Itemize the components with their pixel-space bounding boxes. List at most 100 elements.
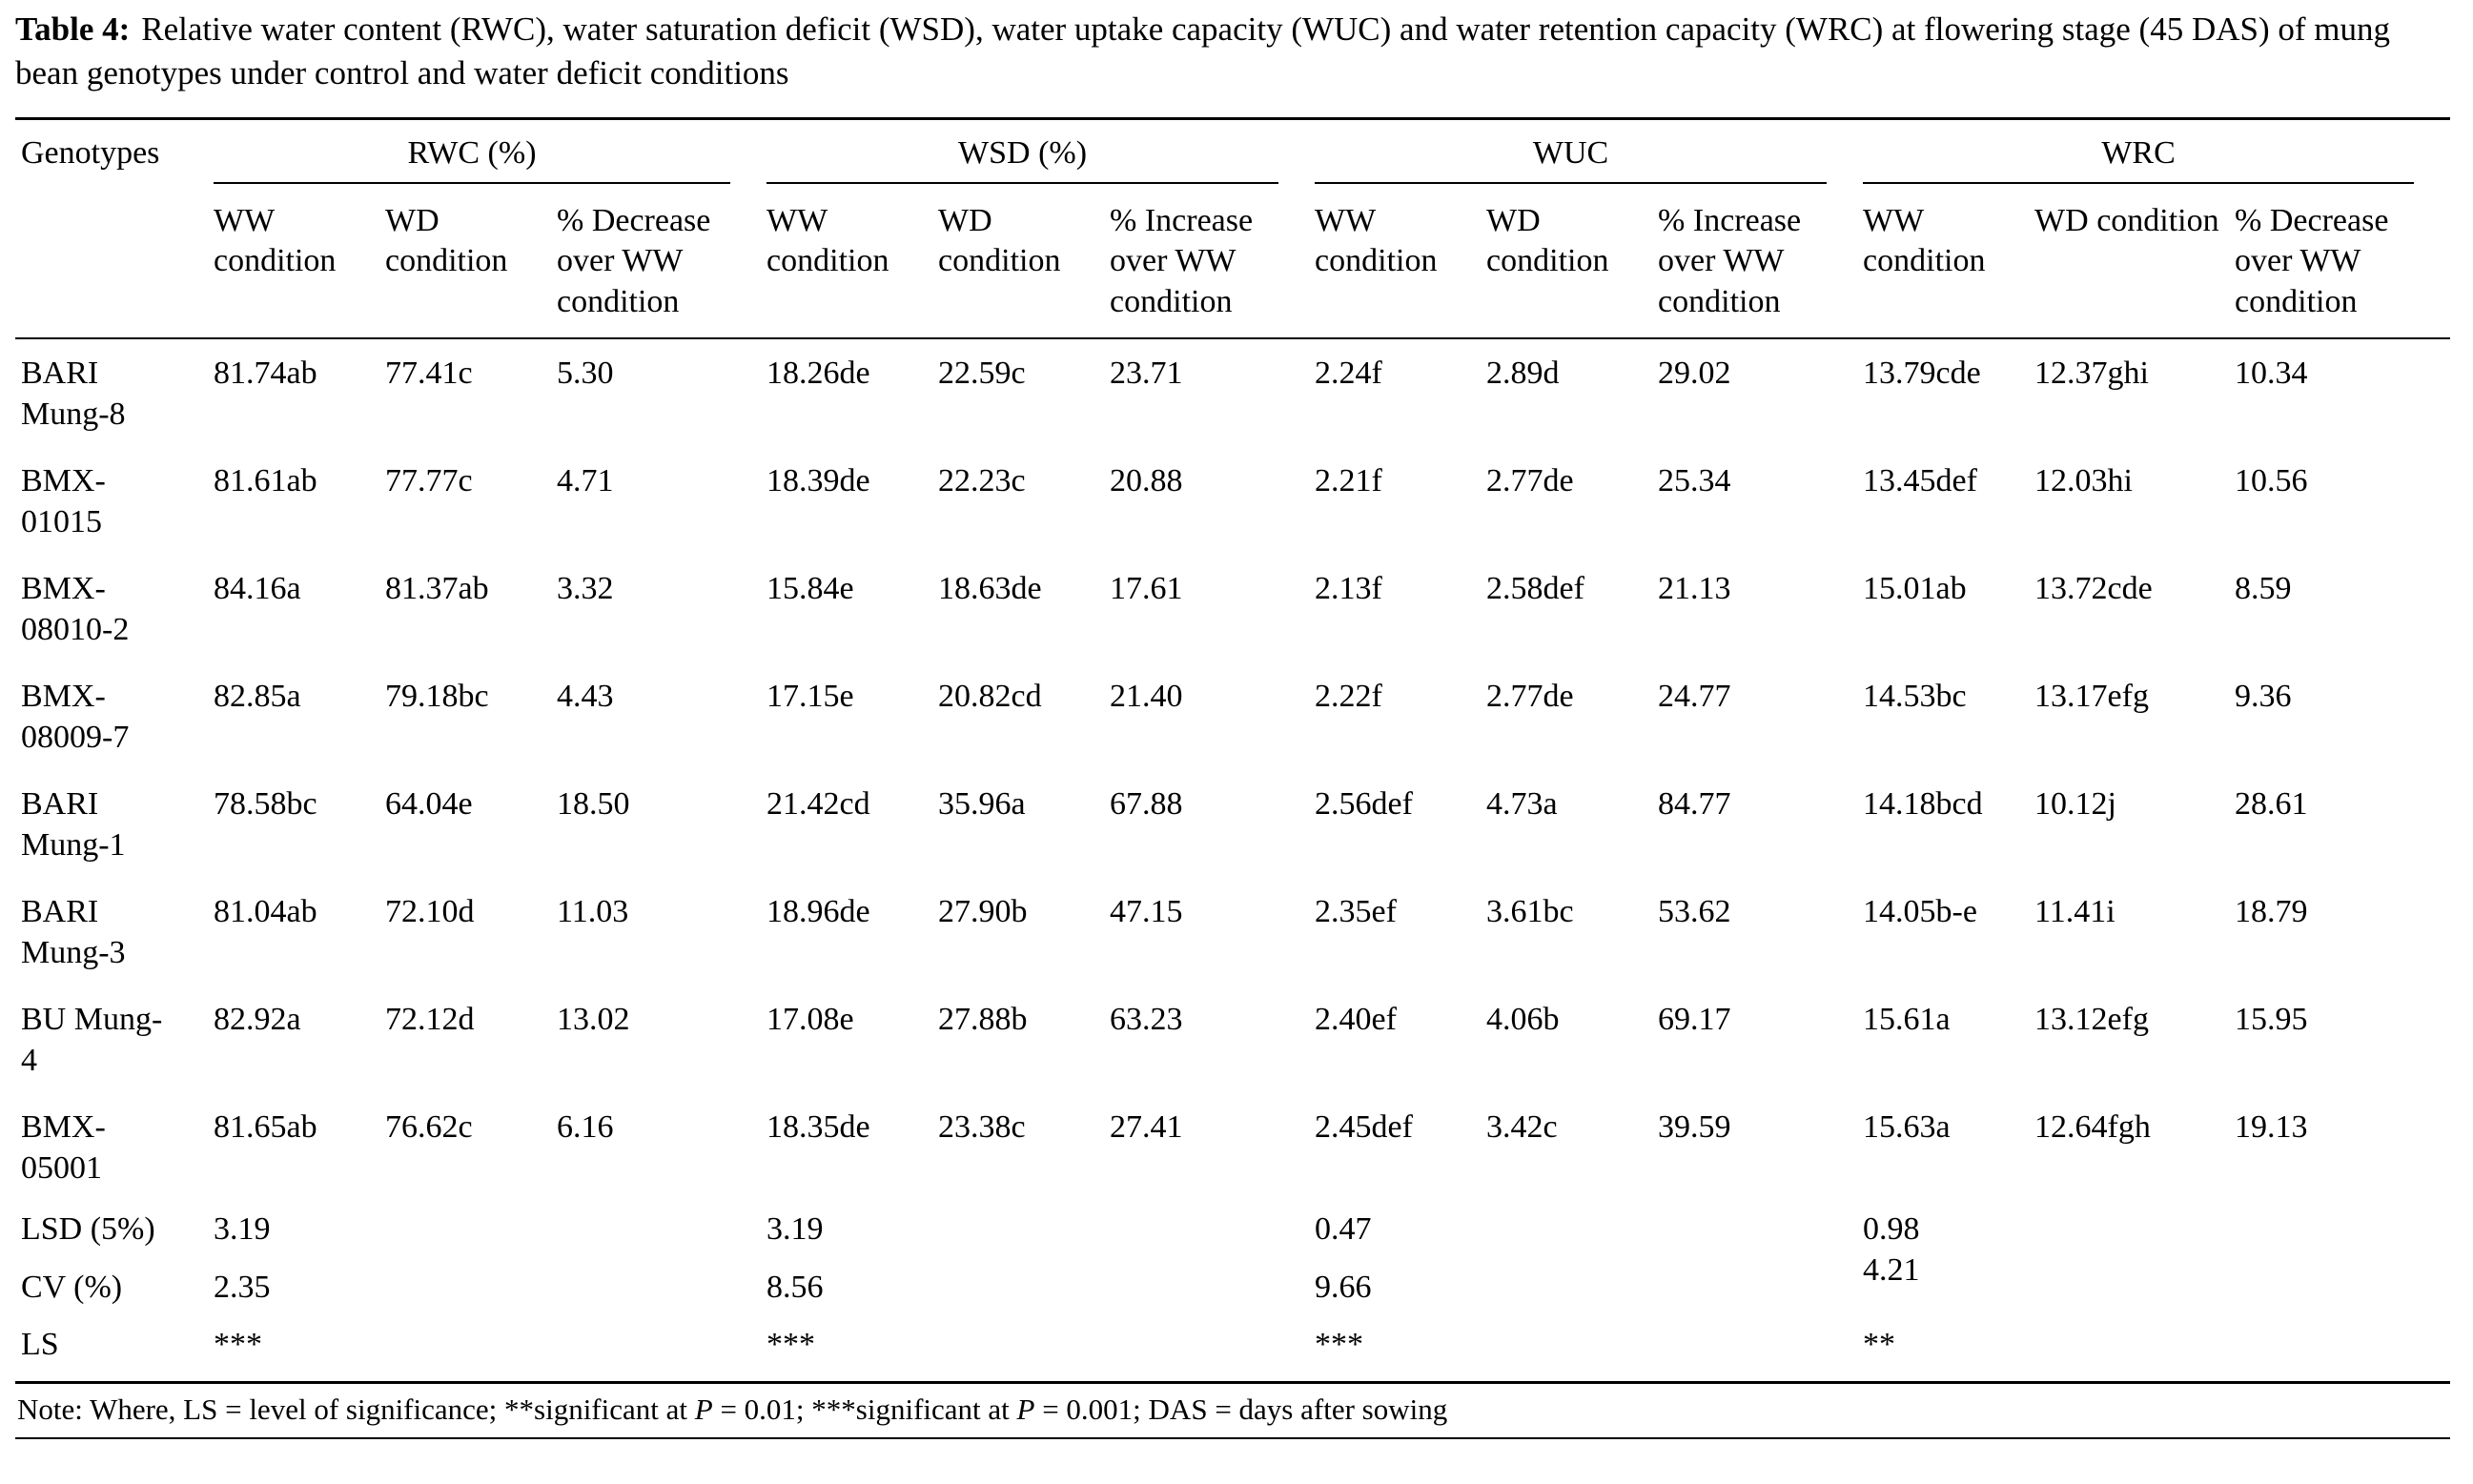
summary-value-cell — [938, 1316, 1110, 1382]
value-cell: 14.05b-e — [1863, 894, 1977, 929]
genotype-row: BMX-08010-2 84.16a 81.37ab 3.32 15.84e 18.63d… — [15, 555, 2450, 662]
value-cell: 4.06b — [1486, 1002, 1560, 1037]
value-cell: 29.02 — [1658, 356, 1731, 391]
value-cell: 14.53bc — [1863, 679, 1967, 714]
table-caption: Table 4: Relative water content (RWC), wa… — [15, 8, 2454, 94]
value-cell: 17.08e — [766, 1002, 854, 1037]
group-label-wrc: WRC — [1863, 133, 2415, 184]
table-caption-label: Table 4: — [15, 10, 131, 48]
group-label-wsd: WSD (%) — [766, 133, 1279, 184]
summary-value-cell: 4.21 — [1863, 1251, 1920, 1288]
summary-value-cell: 2.35 — [214, 1269, 271, 1305]
value-cell: 18.96de — [766, 894, 870, 929]
summary-value-cell — [1486, 1259, 1658, 1317]
genotype-cell: BARI Mung-1 — [21, 786, 126, 863]
value-cell: 18.26de — [766, 356, 870, 391]
genotype-cell: BMX-05001 — [21, 1109, 106, 1186]
value-cell: 2.77de — [1486, 679, 1574, 714]
value-cell: 11.41i — [2034, 894, 2115, 929]
value-cell: 2.77de — [1486, 463, 1574, 498]
table-header: Genotypes RWC (%) WSD (%) WUC WRC WW con… — [15, 118, 2451, 339]
subheader-wrc-decrease: % Decrease over WW condition — [2235, 183, 2451, 339]
group-label-wuc: WUC — [1315, 133, 1828, 184]
subheader-rwc-wd: WD condition — [385, 183, 557, 339]
summary-value-cell — [1110, 1316, 1315, 1382]
genotype-row: BARI Mung-1 78.58bc 64.04e 18.50 21.42cd 35.9… — [15, 770, 2450, 878]
value-cell: 10.34 — [2235, 356, 2308, 391]
value-cell: 2.13f — [1315, 571, 1382, 606]
value-cell: 81.61ab — [214, 463, 317, 498]
value-cell: 15.01ab — [1863, 571, 1967, 606]
summary-value-cell: *** — [214, 1327, 262, 1362]
value-cell: 12.64fgh — [2034, 1109, 2151, 1145]
value-cell: 3.42c — [1486, 1109, 1558, 1145]
summary-value-cell — [1110, 1259, 1315, 1317]
value-cell: 79.18bc — [385, 679, 489, 714]
genotype-row: BMX-05001 81.65ab 76.62c 6.16 18.35de 23.38c 2… — [15, 1093, 2450, 1201]
summary-value-cell — [385, 1201, 557, 1259]
summary-row: LSD (5%) 3.19 3.19 0.47 0.98 — [15, 1201, 2450, 1259]
value-cell: 81.37ab — [385, 571, 489, 606]
group-header-row: Genotypes RWC (%) WSD (%) WUC WRC — [15, 118, 2450, 339]
summary-value-cell: 8.56 — [766, 1269, 824, 1305]
value-cell: 2.21f — [1315, 463, 1382, 498]
summary-value-cell — [1658, 1316, 1863, 1382]
value-cell: 10.56 — [2235, 463, 2308, 498]
value-cell: 21.40 — [1110, 679, 1183, 714]
genotype-row: BMX-01015 81.61ab 77.77c 4.71 18.39de 22.23c 2… — [15, 447, 2450, 555]
genotype-row: BU Mung-4 82.92a 72.12d 13.02 17.08e 27.88b 63… — [15, 986, 2450, 1093]
subheader-wsd-increase: % Increase over WW condition — [1110, 183, 1316, 339]
summary-value-cell — [385, 1259, 557, 1317]
genotype-row: BARI Mung-8 81.74ab 77.41c 5.30 18.26de 22.59… — [15, 338, 2450, 447]
value-cell: 69.17 — [1658, 1002, 1731, 1037]
value-cell: 76.62c — [385, 1109, 473, 1145]
value-cell: 15.84e — [766, 571, 854, 606]
value-cell: 77.77c — [385, 463, 473, 498]
subheader-row: WW condition WD condition % Decrease ove… — [15, 183, 2451, 339]
summary-value-cell — [2034, 1201, 2235, 1259]
subheader-rwc-ww: WW condition — [214, 183, 385, 339]
genotype-cell: BARI Mung-3 — [21, 894, 126, 970]
value-cell: 82.85a — [214, 679, 301, 714]
table-caption-text: Relative water content (RWC), water satu… — [15, 10, 2391, 91]
value-cell: 6.16 — [557, 1109, 614, 1145]
value-cell: 64.04e — [385, 786, 473, 822]
subheader-wuc-increase: % Increase over WW condition — [1658, 183, 1864, 339]
value-cell: 67.88 — [1110, 786, 1183, 822]
value-cell: 27.88b — [938, 1002, 1028, 1037]
value-cell: 2.89d — [1486, 356, 1560, 391]
value-cell: 3.32 — [557, 571, 614, 606]
value-cell: 23.38c — [938, 1109, 1026, 1145]
summary-value-cell: 3.19 — [766, 1211, 824, 1247]
value-cell: 2.22f — [1315, 679, 1382, 714]
subheader-wrc-ww: WW condition — [1863, 183, 2035, 339]
value-cell: 13.72cde — [2034, 571, 2153, 606]
note-segment: = 0.001; DAS = days after sowing — [1034, 1392, 1448, 1426]
summary-value-cell — [557, 1259, 766, 1317]
value-cell: 27.90b — [938, 894, 1028, 929]
value-cell: 18.39de — [766, 463, 870, 498]
summary-value-cell: 3.19 — [214, 1211, 271, 1247]
value-cell: 15.63a — [1863, 1109, 1951, 1145]
value-cell: 18.35de — [766, 1109, 870, 1145]
value-cell: 84.16a — [214, 571, 301, 606]
data-table: Genotypes RWC (%) WSD (%) WUC WRC WW con… — [15, 117, 2451, 1384]
summary-label-cell: LS — [21, 1327, 59, 1362]
value-cell: 72.12d — [385, 1002, 475, 1037]
summary-row: LS *** *** *** ** — [15, 1316, 2450, 1382]
value-cell: 19.13 — [2235, 1109, 2308, 1145]
summary-value-cell — [557, 1201, 766, 1259]
subheader-wuc-wd: WD condition — [1486, 183, 1659, 339]
value-cell: 4.43 — [557, 679, 614, 714]
value-cell: 20.88 — [1110, 463, 1183, 498]
genotype-cell: BMX-08010-2 — [21, 571, 130, 647]
subheader-wsd-ww: WW condition — [766, 183, 939, 339]
summary-value-cell: *** — [1315, 1327, 1364, 1362]
summary-value-cell — [938, 1259, 1110, 1317]
subheader-wrc-wd: WD condition — [2034, 183, 2236, 339]
value-cell: 47.15 — [1110, 894, 1183, 929]
summary-value-cell — [2235, 1259, 2450, 1317]
summary-value-cell — [1486, 1201, 1658, 1259]
value-cell: 22.23c — [938, 463, 1026, 498]
genotype-cell: BARI Mung-8 — [21, 356, 126, 432]
